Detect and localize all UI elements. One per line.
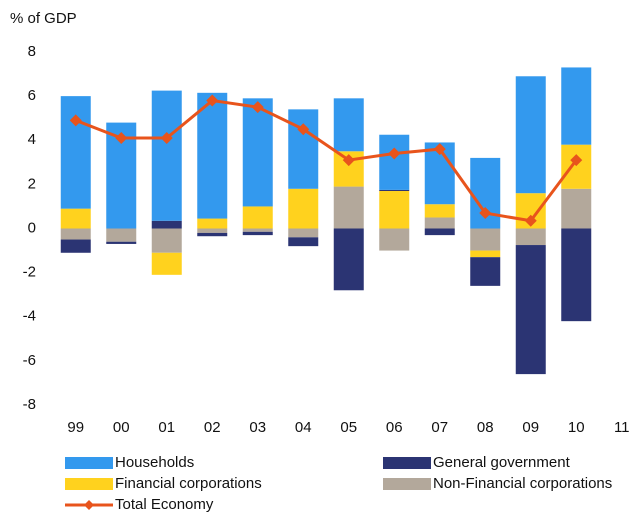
y-axis-label: % of GDP (10, 10, 77, 27)
bar-segment (60, 96, 91, 209)
line-marker (206, 94, 219, 107)
legend-label: Non-Financial corporations (433, 475, 612, 492)
bar-segment (60, 228, 91, 240)
bar-segment (561, 144, 592, 189)
bar-segment (424, 217, 455, 229)
line-marker (297, 123, 310, 136)
bar-segment (106, 241, 137, 244)
bar-segment (197, 228, 228, 233)
y-tick-label: 8 (28, 43, 36, 60)
bar-segment (470, 250, 501, 258)
bar-segment (197, 232, 228, 237)
bar-segment (197, 92, 228, 219)
bar-segment (470, 257, 501, 286)
line-marker (160, 132, 173, 145)
bar-segment (379, 134, 410, 190)
bar-segment (379, 189, 410, 191)
line-marker (524, 214, 537, 227)
bar-segment (561, 67, 592, 145)
legend-label: General government (433, 454, 571, 471)
y-tick-label: -4 (23, 308, 36, 325)
bar-segment (242, 228, 273, 232)
x-tick-label: 02 (204, 419, 221, 436)
x-tick-label: 03 (249, 419, 266, 436)
legend-swatch (383, 457, 431, 469)
bar-segment (197, 218, 228, 229)
line-marker (570, 154, 583, 167)
legend-label: Financial corporations (115, 475, 262, 492)
bar-segment (288, 237, 319, 247)
line-marker (251, 101, 264, 114)
bar-segment (151, 252, 182, 275)
x-tick-label: 00 (113, 419, 130, 436)
bar-segment (470, 228, 501, 251)
bar-segment (515, 245, 546, 375)
bar-segment (288, 188, 319, 229)
legend-swatch (65, 457, 113, 469)
bar-segment (151, 228, 182, 253)
x-tick-label: 06 (386, 419, 403, 436)
x-tick-label: 04 (295, 419, 312, 436)
bar-segment (333, 98, 364, 152)
line-marker (115, 132, 128, 145)
bar-segment (515, 228, 546, 246)
y-tick-label: -6 (23, 352, 36, 369)
legend-marker (84, 500, 94, 510)
y-tick-label: -8 (23, 396, 36, 413)
bar-segment (333, 228, 364, 291)
bar-segment (242, 98, 273, 207)
y-tick-label: 2 (28, 175, 36, 192)
bar-segment (424, 204, 455, 218)
bar-segment (561, 188, 592, 229)
legend-label: Total Economy (115, 496, 214, 513)
x-tick-label: 11 (614, 419, 630, 436)
bar-segment (379, 190, 410, 229)
bar-segment (151, 90, 182, 221)
x-tick-label: 07 (431, 419, 448, 436)
line-marker (479, 207, 492, 220)
line-marker (342, 154, 355, 167)
bar-segment (106, 228, 137, 242)
x-tick-label: 08 (477, 419, 494, 436)
bar-segment (561, 228, 592, 322)
bar-segment (242, 231, 273, 236)
bar-segment (424, 228, 455, 236)
bar-segment (379, 228, 410, 251)
y-tick-label: 4 (28, 131, 36, 148)
y-tick-label: 6 (28, 87, 36, 104)
bar-segment (515, 76, 546, 194)
bar-segment (333, 186, 364, 229)
x-tick-label: 10 (568, 419, 585, 436)
line-marker (69, 114, 82, 127)
x-tick-label: 99 (67, 419, 84, 436)
bar-segment (151, 220, 182, 229)
x-tick-label: 09 (522, 419, 539, 436)
bar-segment (288, 228, 319, 238)
legend-label: Households (115, 454, 194, 471)
legend-swatch (65, 478, 113, 490)
line-marker (388, 147, 401, 160)
x-tick-label: 05 (340, 419, 357, 436)
y-tick-label: -2 (23, 264, 36, 281)
bar-segment (60, 208, 91, 229)
bar-segment (288, 109, 319, 189)
x-tick-label: 01 (158, 419, 175, 436)
line (75, 98, 578, 223)
y-tick-label: 0 (28, 219, 36, 236)
legend-swatch (383, 478, 431, 490)
bar-segment (60, 239, 91, 253)
bar-segment (242, 206, 273, 229)
line-marker (433, 143, 446, 156)
